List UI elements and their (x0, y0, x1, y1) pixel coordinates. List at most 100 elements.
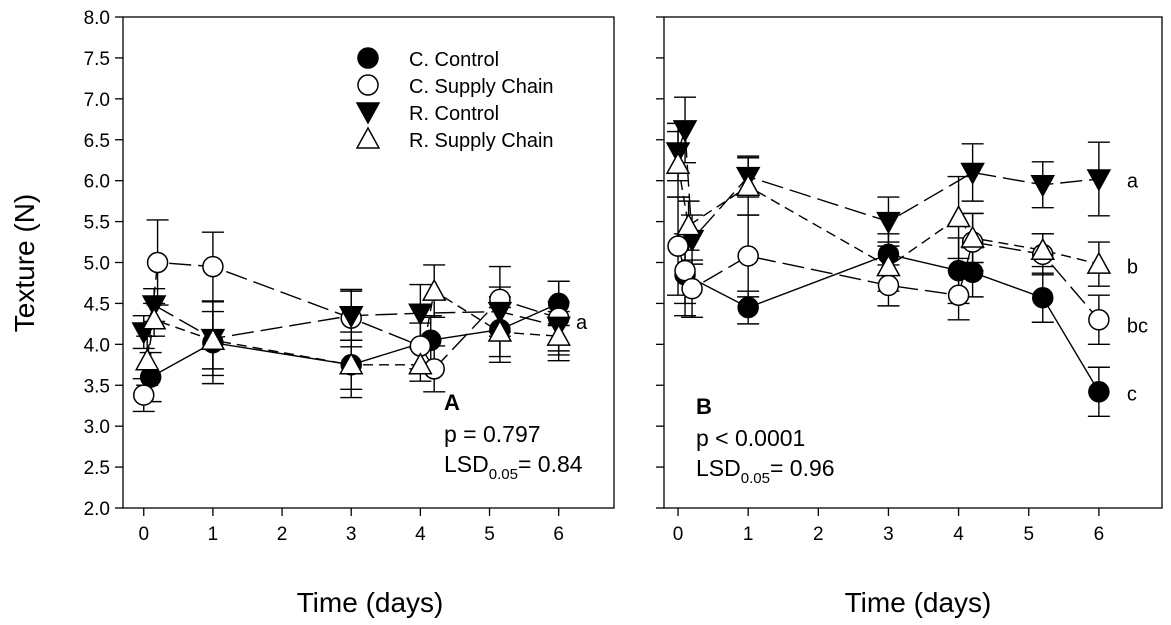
y-tick-label: 4.0 (84, 335, 110, 356)
x-tick-label: 6 (553, 524, 564, 545)
group-letter: b (1127, 257, 1138, 279)
legend-marker (355, 102, 381, 125)
lsd-prefix: LSD (696, 455, 741, 481)
legend-label: C. Supply Chain (409, 76, 554, 98)
data-point (1032, 286, 1054, 309)
data-point (674, 259, 696, 282)
data-point (202, 255, 224, 278)
data-point (487, 319, 513, 342)
group-letter: c (1127, 383, 1137, 405)
y-tick-label: 7.0 (84, 90, 110, 111)
y-tick-label: 3.5 (84, 376, 110, 397)
group-letter: a (1127, 171, 1139, 193)
data-point (667, 235, 689, 257)
group-letter: bc (1127, 316, 1148, 338)
x-axis-label: Time (days) (845, 587, 992, 618)
x-tick-label: 2 (813, 524, 824, 545)
y-tick-label: 7.5 (84, 49, 110, 70)
x-tick-label: 5 (1023, 524, 1034, 545)
data-point (961, 261, 984, 284)
legend: C. Control C. Supply Chain R. Control R. Su… (355, 47, 554, 152)
data-point (132, 384, 155, 406)
y-tick-label: 6.0 (84, 172, 110, 193)
x-tick-label: 5 (484, 524, 495, 545)
lsd-value: LSD0.05= 0.84 (444, 451, 583, 483)
data-point (737, 245, 759, 267)
data-point (672, 120, 698, 143)
y-tick-label: 4.5 (84, 294, 110, 315)
data-point (134, 348, 160, 371)
data-point (735, 173, 761, 197)
lsd-suffix: = 0.84 (518, 451, 583, 477)
y-tick-label: 6.5 (84, 131, 110, 152)
x-tick-label: 0 (673, 524, 684, 545)
data-point (1088, 309, 1110, 331)
legend-label: R. Supply Chain (409, 130, 554, 152)
x-tick-label: 3 (346, 524, 357, 545)
legend-label: R. Control (409, 103, 499, 125)
data-point (960, 225, 985, 248)
data-point (146, 251, 169, 274)
data-point (141, 307, 167, 330)
p-value: p < 0.0001 (696, 425, 805, 451)
data-point (408, 303, 433, 326)
x-tick-label: 4 (953, 524, 964, 545)
data-point (546, 323, 571, 346)
data-point (877, 274, 900, 297)
series-line (677, 164, 1100, 268)
panel-label: B (696, 394, 712, 419)
legend-marker (357, 74, 379, 96)
x-tick-label: 1 (208, 524, 219, 545)
y-tick-label: 5.0 (84, 254, 110, 275)
panel-b: 0 1 2 3 4 5 6 Time (days) a b bc c Bp < 0.0001 LSD0.0… (656, 16, 1163, 618)
data-point (1086, 169, 1112, 192)
lsd-prefix: LSD (444, 451, 489, 477)
lsd-suffix: = 0.96 (770, 455, 835, 481)
y-axis-label: Texture (N) (9, 194, 40, 332)
data-point (1030, 237, 1056, 260)
series-line (146, 289, 559, 366)
data-point (681, 277, 703, 300)
p-value: p = 0.797 (444, 421, 541, 447)
data-point (141, 295, 167, 318)
lsd-value: LSD0.05= 0.96 (696, 455, 835, 487)
data-point (1086, 251, 1112, 274)
data-point (338, 305, 364, 329)
data-point (1030, 175, 1056, 198)
data-point (676, 213, 701, 236)
y-tick-label: 5.5 (84, 213, 110, 234)
data-point (200, 327, 226, 350)
group-letter: a (576, 312, 588, 334)
panel-a: 2.0 2.5 3.0 3.5 4.0 4.5 5.0 5.5 6.0 6.5 7.0 7.5 8.0 0… (84, 8, 615, 618)
y-tick-label: 3.0 (84, 417, 110, 438)
data-point (338, 352, 364, 375)
data-point (665, 151, 691, 175)
data-point (960, 162, 985, 186)
x-tick-label: 3 (883, 524, 894, 545)
y-tick-label: 8.0 (84, 8, 110, 29)
lsd-subscript: 0.05 (741, 470, 770, 487)
x-tick-label: 4 (415, 524, 426, 545)
data-point (1088, 381, 1110, 403)
data-point (876, 254, 901, 277)
data-point (421, 278, 447, 301)
data-point (946, 204, 971, 228)
x-tick-label: 0 (138, 524, 149, 545)
legend-label: C. Control (409, 49, 499, 71)
data-point (947, 284, 970, 306)
x-axis-label: Time (days) (297, 587, 444, 618)
data-point (876, 211, 901, 235)
panel-label: A (444, 390, 460, 415)
y-tick-label: 2.5 (84, 458, 110, 479)
x-tick-label: 1 (743, 524, 754, 545)
lsd-subscript: 0.05 (489, 466, 518, 483)
x-tick-label: 6 (1094, 524, 1105, 545)
x-tick-label: 2 (277, 524, 288, 545)
data-point (408, 352, 433, 375)
data-point (737, 296, 759, 319)
legend-marker (355, 126, 381, 149)
data-point (487, 301, 513, 325)
legend-marker (357, 47, 379, 69)
y-tick-label: 2.0 (84, 499, 110, 520)
